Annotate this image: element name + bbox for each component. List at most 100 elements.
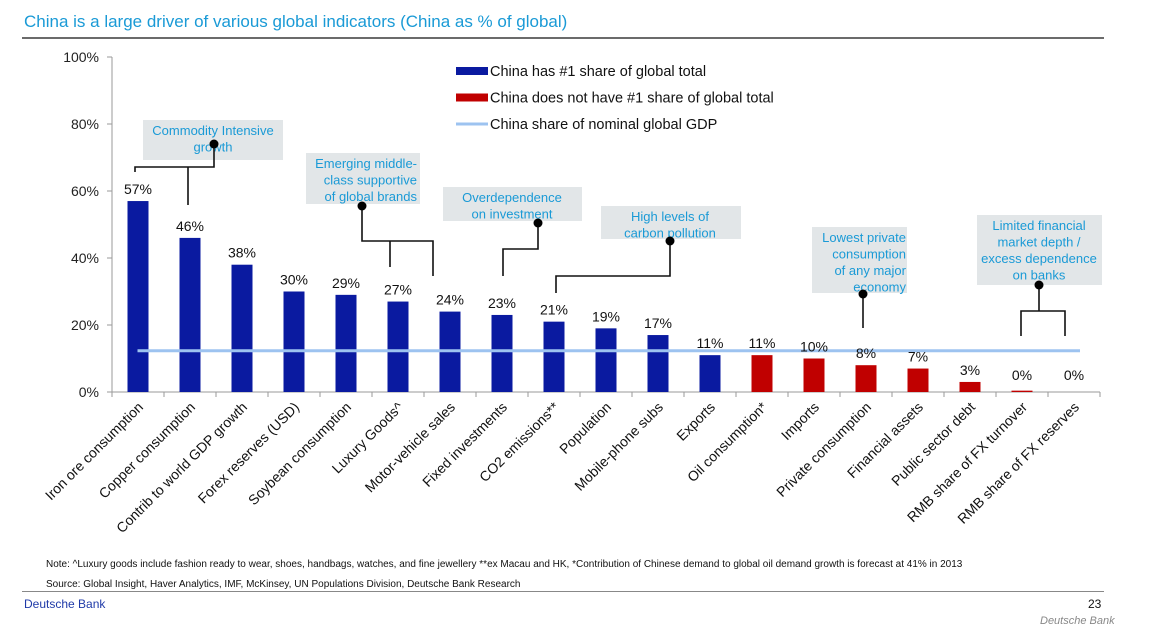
brand-name: Deutsche Bank <box>24 597 106 611</box>
legend-label: China share of nominal global GDP <box>490 117 717 133</box>
bar <box>283 291 305 392</box>
legend-label: China does not have #1 share of global t… <box>490 91 774 107</box>
footer-divider <box>22 591 1104 592</box>
annotation-connectors <box>134 139 1066 336</box>
annotation-text: on banks <box>1013 268 1066 283</box>
value-label: 0% <box>1064 367 1084 383</box>
value-label: 11% <box>749 335 776 351</box>
bar <box>543 321 565 392</box>
annotation-connector <box>1020 285 1066 336</box>
bar <box>335 294 357 392</box>
annotation-dot <box>1034 280 1044 290</box>
annotation-dot <box>533 218 543 228</box>
y-tick-label: 20% <box>71 317 99 333</box>
value-labels: 57% 46% 38% 30% 29% 27% 24% 23% 21% 19% 17% 11% 11% 1… <box>124 181 1084 383</box>
annotation-text: Overdependence <box>462 190 562 205</box>
bar <box>647 335 669 392</box>
bar <box>491 314 513 392</box>
value-label: 17% <box>644 315 672 331</box>
annotation-text: on investment <box>472 207 553 222</box>
source-note: Source: Global Insight, Haver Analytics,… <box>46 579 521 590</box>
bar <box>803 358 825 392</box>
bars <box>127 201 1033 392</box>
bar <box>595 328 617 392</box>
bar <box>907 368 929 392</box>
annotation-box <box>812 227 907 293</box>
category-label: Private consumption <box>773 399 874 500</box>
annotation-dot <box>357 201 367 211</box>
annotation-text: carbon pollution <box>624 226 716 241</box>
bar-chart: Commodity IntensivegrowthEmerging middle… <box>42 49 1102 536</box>
annotation-connector <box>555 241 671 293</box>
legend-label: China has #1 share of global total <box>490 64 706 80</box>
bar <box>231 264 253 392</box>
y-tick-label: 40% <box>71 250 99 266</box>
value-label: 7% <box>908 349 928 365</box>
value-label: 30% <box>280 272 308 288</box>
category-label: Exports <box>673 399 718 444</box>
bar <box>179 237 201 392</box>
value-label: 0% <box>1012 367 1032 383</box>
category-label: Iron ore consumption <box>42 399 146 503</box>
page-number: 23 <box>1088 597 1102 611</box>
annotation-dot <box>209 139 219 149</box>
category-label: Forex reserves (USD) <box>195 399 303 507</box>
title-divider <box>22 37 1104 39</box>
value-label: 21% <box>540 302 568 318</box>
category-label: Mobile-phone subs <box>571 399 666 494</box>
annotation-text: economy <box>853 280 906 295</box>
value-label: 23% <box>488 295 516 311</box>
value-label: 10% <box>800 339 828 355</box>
annotation-box <box>977 215 1102 285</box>
value-label: 57% <box>124 181 152 197</box>
bar <box>127 201 149 392</box>
bar <box>387 301 409 392</box>
annotation-connector <box>502 223 539 276</box>
annotation-text: class supportive <box>324 173 417 188</box>
bar <box>751 355 773 392</box>
value-label: 3% <box>960 362 980 378</box>
annotation-box <box>601 206 741 239</box>
annotation-text: of any major <box>834 263 906 278</box>
annotation-text: consumption <box>832 247 906 262</box>
category-label: Imports <box>778 399 822 443</box>
annotation-connector <box>134 144 215 205</box>
annotation-text: Limited financial <box>992 218 1085 233</box>
y-axis: 0% 20% 40% 60% 80% 100% <box>63 49 1101 400</box>
value-label: 27% <box>384 282 412 298</box>
legend-swatch <box>456 93 488 102</box>
value-label: 46% <box>176 218 204 234</box>
legend: China has #1 share of global total China … <box>456 64 774 133</box>
y-tick-label: 0% <box>79 384 99 400</box>
category-label: Soybean consumption <box>245 399 354 508</box>
annotation-box <box>306 153 420 204</box>
annotation-text: High levels of <box>631 209 709 224</box>
annotation-text: market depth / <box>997 235 1080 250</box>
annotation-dot <box>858 289 868 299</box>
category-label: Motor-vehicle sales <box>362 399 459 496</box>
category-label: Copper consumption <box>95 399 198 502</box>
annotation-text: of global brands <box>324 189 417 204</box>
annotation-layer: Commodity IntensivegrowthEmerging middle… <box>143 120 1102 295</box>
annotation-text: Lowest private <box>822 230 906 245</box>
value-label: 19% <box>592 308 620 324</box>
chart-title: China is a large driver of various globa… <box>24 12 568 31</box>
value-label: 24% <box>436 292 464 308</box>
value-label: 38% <box>228 245 256 261</box>
y-tick-label: 100% <box>63 49 99 65</box>
bar <box>855 365 877 392</box>
annotation-text: Commodity Intensive <box>152 123 273 138</box>
value-label: 11% <box>697 335 724 351</box>
value-label: 8% <box>856 345 876 361</box>
footnote: Note: ^Luxury goods include fashion read… <box>46 559 963 570</box>
bar <box>699 355 721 392</box>
bar <box>959 381 981 392</box>
annotation-dot <box>665 236 675 246</box>
value-label: 29% <box>332 275 360 291</box>
legend-swatch <box>456 67 488 75</box>
y-tick-label: 60% <box>71 183 99 199</box>
bar <box>1011 390 1033 392</box>
annotation-text: excess dependence <box>981 251 1097 266</box>
watermark: Deutsche Bank <box>1040 615 1115 627</box>
